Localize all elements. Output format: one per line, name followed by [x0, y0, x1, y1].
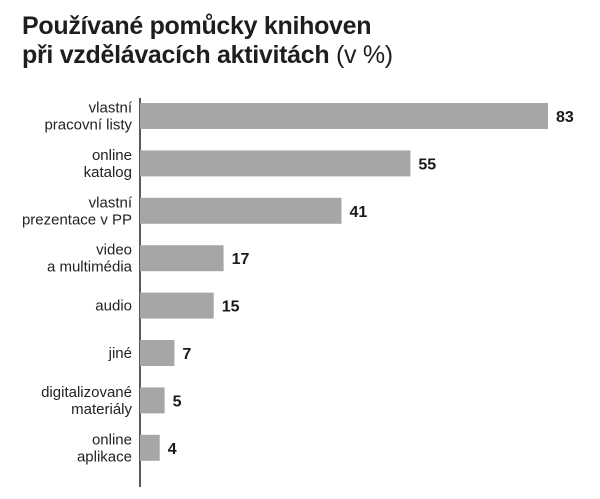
category-label-3: video a multimédia	[47, 242, 133, 276]
bar-2	[140, 197, 342, 224]
category-label-3-line-1: a multimédia	[47, 259, 133, 276]
category-label-5-line-0: jiné	[108, 345, 132, 362]
category-label-6-line-0: digitalizované	[41, 384, 132, 401]
category-label-7: online aplikace	[77, 431, 132, 465]
value-label-1: 55	[418, 156, 436, 173]
title-unit: (v %)	[336, 41, 393, 69]
category-label-3-line-0: video	[96, 242, 132, 259]
value-label-5: 7	[182, 346, 191, 363]
category-label-6-line-1: materiály	[71, 401, 132, 418]
category-label-7-line-0: online	[92, 431, 132, 448]
bar-6	[140, 387, 165, 414]
category-label-2-line-1: prezentace v PP	[22, 211, 132, 228]
title-line-2: při vzdělávacích aktivitách (v %)	[22, 41, 582, 70]
bar-4	[140, 292, 214, 319]
category-label-0-line-0: vlastní	[89, 100, 133, 117]
category-label-1-line-1: katalog	[84, 164, 132, 181]
category-label-2: vlastní prezentace v PP	[22, 194, 133, 228]
bar-0	[140, 103, 548, 129]
category-label-5: jiné	[108, 345, 132, 362]
chart-title: Používané pomůcky knihoven při vzdělávac…	[22, 12, 582, 70]
bar-7	[140, 434, 160, 461]
bar-1	[140, 150, 411, 177]
category-label-4: audio	[95, 298, 132, 315]
category-label-0-line-1: pracovní listy	[44, 117, 132, 134]
value-label-6: 5	[173, 393, 182, 410]
category-label-7-line-1: aplikace	[77, 448, 132, 465]
bar-5	[140, 340, 175, 366]
value-label-3: 17	[232, 251, 250, 268]
title-line-2-text: při vzdělávacích aktivitách	[22, 41, 330, 69]
category-label-1-line-0: online	[92, 147, 132, 164]
category-label-1: online katalog	[84, 147, 132, 181]
value-label-2: 41	[350, 204, 368, 221]
value-label-4: 15	[222, 299, 240, 316]
value-label-7: 4	[168, 441, 177, 458]
category-label-0: vlastní pracovní listy	[44, 100, 132, 134]
title-line-1: Používané pomůcky knihoven	[22, 12, 372, 40]
bar-3	[140, 245, 224, 272]
category-label-2-line-0: vlastní	[89, 194, 133, 211]
category-label-4-line-0: audio	[95, 298, 132, 315]
value-label-0: 83	[556, 109, 574, 126]
category-label-6: digitalizované materiály	[41, 384, 132, 418]
